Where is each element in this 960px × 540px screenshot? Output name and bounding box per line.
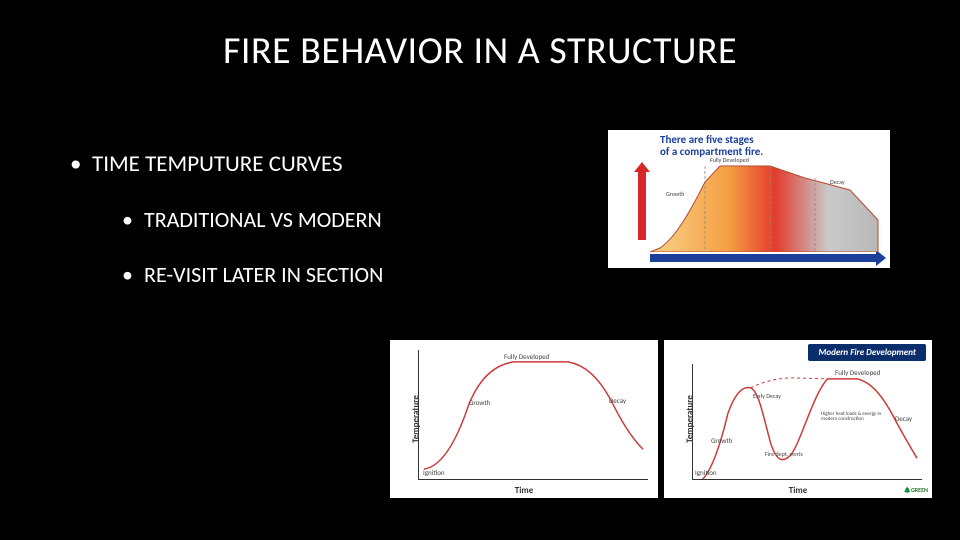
trad-label-fully: Fully Developed [504, 352, 549, 361]
stages-plot-area: Fully Developed Growth Decay [650, 160, 880, 252]
modern-label-vent: Fire dept. vents [765, 450, 803, 458]
trad-plot-area: Ignition Growth Fully Developed Decay [418, 350, 648, 480]
stages-chart: There are five stages of a compartment f… [608, 130, 890, 268]
trad-x-label: Time [515, 485, 534, 496]
modern-label-growth: Growth [711, 436, 732, 445]
slide-title: FIRE BEHAVIOR IN A STRUCTURE [0, 28, 960, 74]
modern-label-note: Higher heat loads & energy in modern con… [821, 412, 891, 422]
green-badge-icon: 🌲GREEN [904, 486, 929, 494]
stages-chart-title: There are five stages of a compartment f… [660, 134, 763, 158]
trad-curve-svg [419, 350, 648, 479]
green-badge-text: GREEN [911, 486, 928, 494]
stage-label-decay: Decay [830, 178, 845, 186]
modern-plot-area: Ignition Growth Early Decay Fire dept. v… [692, 364, 922, 480]
bullet-list: TIME TEMPUTURE CURVES TRADITIONAL VS MOD… [70, 150, 383, 316]
modern-dash-path [751, 378, 828, 388]
modern-chart: Modern Fire Development Temperature Time… [664, 340, 932, 498]
stage-label-fully: Fully Developed [710, 156, 749, 164]
stage-label-growth: Growth [666, 190, 684, 198]
modern-label-decay: Decay [895, 414, 912, 423]
bullet-revisit: RE-VISIT LATER IN SECTION [122, 261, 383, 288]
modern-chart-title: Modern Fire Development [808, 344, 926, 361]
stages-title-line1: There are five stages [660, 133, 754, 146]
time-arrow-icon [650, 254, 878, 262]
traditional-chart: Temperature Time Ignition Growth Fully D… [390, 340, 658, 498]
modern-label-fully: Fully Developed [835, 368, 880, 377]
bullet-trad-vs-modern: TRADITIONAL VS MODERN [122, 206, 383, 233]
bullet-time-temp: TIME TEMPUTURE CURVES TRADITIONAL VS MOD… [70, 150, 383, 288]
modern-x-label: Time [789, 485, 808, 496]
trad-label-decay: Decay [609, 396, 626, 405]
temperature-arrow-icon [638, 170, 646, 240]
modern-label-early-decay: Early Decay [753, 392, 781, 400]
bullet-text: TIME TEMPUTURE CURVES [92, 150, 343, 178]
trad-label-ignition: Ignition [423, 468, 445, 477]
trad-curve-path [424, 362, 643, 469]
modern-label-ignition: Ignition [695, 468, 717, 477]
stages-curve-svg [650, 160, 880, 252]
modern-curve-path [698, 379, 917, 479]
trad-label-growth: Growth [469, 398, 490, 407]
